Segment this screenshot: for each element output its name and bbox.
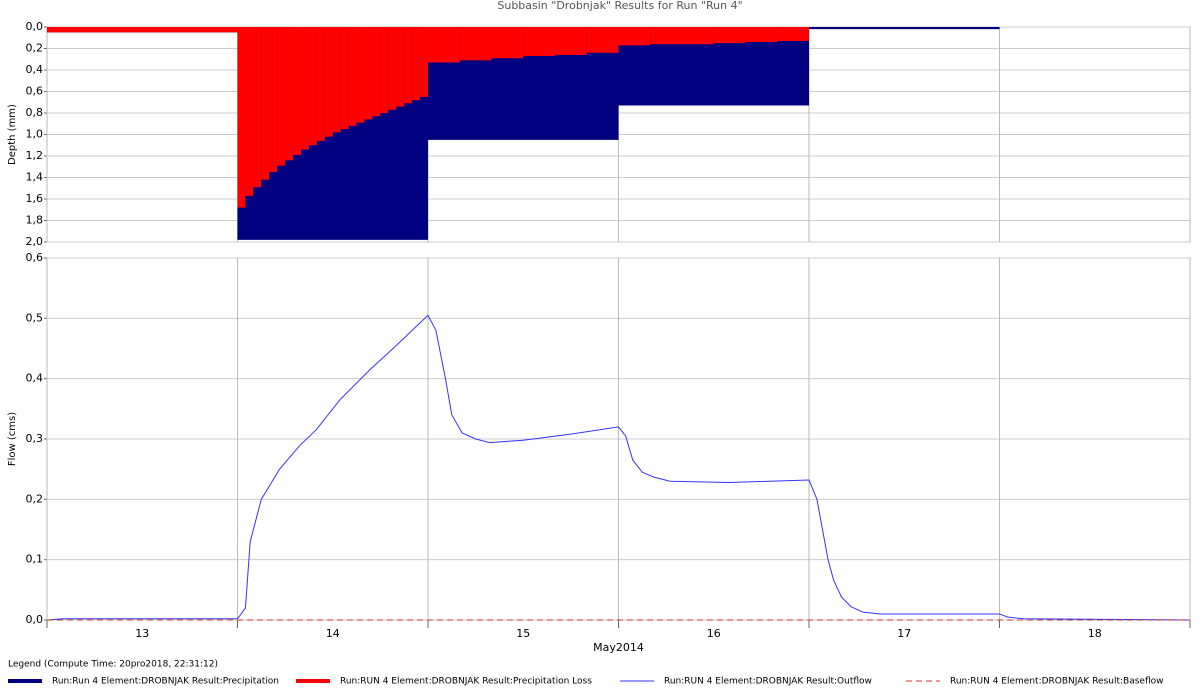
y-tick-label: 2,0 [26, 235, 44, 248]
y-tick-label: 1,2 [26, 149, 44, 162]
bar [523, 27, 555, 57]
bar [261, 27, 270, 180]
y-tick-label: 0,6 [26, 251, 44, 264]
x-axis-label: May2014 [593, 641, 644, 654]
bar [245, 27, 254, 196]
x-tick-label: 16 [707, 627, 721, 640]
y-tick-label: 1,0 [26, 128, 44, 141]
y-tick-label: 0,3 [26, 432, 44, 445]
bar [809, 27, 1000, 30]
bar [348, 27, 357, 126]
bar [412, 27, 421, 101]
bar [713, 27, 746, 44]
bar [285, 27, 294, 161]
x-tick-label: 18 [1088, 627, 1102, 640]
y-tick-label: 0,8 [26, 106, 44, 119]
x-tick-label: 17 [897, 627, 911, 640]
bar [682, 27, 714, 45]
legend-label: Run:RUN 4 Element:DROBNJAK Result:Basefl… [950, 677, 1164, 687]
bar [388, 27, 397, 110]
line [46, 314, 1191, 621]
legend-label: Run:Run 4 Element:DROBNJAK Result:Precip… [52, 677, 279, 687]
y-tick-label: 1,8 [26, 214, 44, 227]
bar [586, 27, 619, 53]
bar [364, 27, 373, 120]
x-tick-label: 15 [516, 627, 530, 640]
y-tick-label: 0,4 [26, 372, 44, 385]
y-tick-label: 0,6 [26, 85, 44, 98]
y-tick-label: 0,5 [26, 311, 44, 324]
bar [47, 27, 238, 33]
y-tick-label: 0,1 [26, 553, 44, 566]
y-tick-label: 0,0 [26, 20, 44, 33]
bar [404, 27, 413, 104]
bar [316, 27, 325, 141]
bar [340, 27, 349, 130]
legend-title: Legend (Compute Time: 20pro2018, 22:31:1… [8, 660, 218, 670]
bar [356, 27, 365, 123]
bar [428, 27, 460, 63]
bar [308, 27, 317, 146]
chart-title: Subbasin "Drobnjak" Results for Run "Run… [497, 0, 742, 12]
bar [293, 27, 301, 155]
y-tick-label: 0,2 [26, 42, 44, 55]
x-tick-label: 13 [135, 627, 149, 640]
y-axis-label: Flow (cms) [7, 412, 18, 466]
bar [420, 27, 428, 97]
bar [777, 27, 809, 41]
y-tick-label: 0,4 [26, 63, 44, 76]
bar [237, 27, 246, 208]
x-tick-label: 14 [326, 627, 340, 640]
y-axis-label: Depth (mm) [7, 104, 18, 165]
bar [277, 27, 286, 166]
bar [745, 27, 778, 43]
bar [332, 27, 341, 133]
y-tick-label: 1,6 [26, 192, 44, 205]
bar [253, 27, 262, 188]
bar [459, 27, 492, 61]
y-tick-label: 0,2 [26, 492, 44, 505]
bar [324, 27, 333, 137]
bar [372, 27, 381, 117]
bar [396, 27, 405, 107]
y-tick-label: 1,4 [26, 171, 44, 184]
bar [650, 27, 682, 45]
bar [491, 27, 524, 59]
bar [269, 27, 278, 173]
bar [380, 27, 389, 113]
legend-label: Run:RUN 4 Element:DROBNJAK Result:Outflo… [664, 677, 872, 687]
y-tick-label: 0,0 [26, 613, 44, 626]
bar [618, 27, 651, 46]
bar [555, 27, 587, 55]
legend-label: Run:RUN 4 Element:DROBNJAK Result:Precip… [340, 677, 592, 687]
bar [301, 27, 309, 150]
